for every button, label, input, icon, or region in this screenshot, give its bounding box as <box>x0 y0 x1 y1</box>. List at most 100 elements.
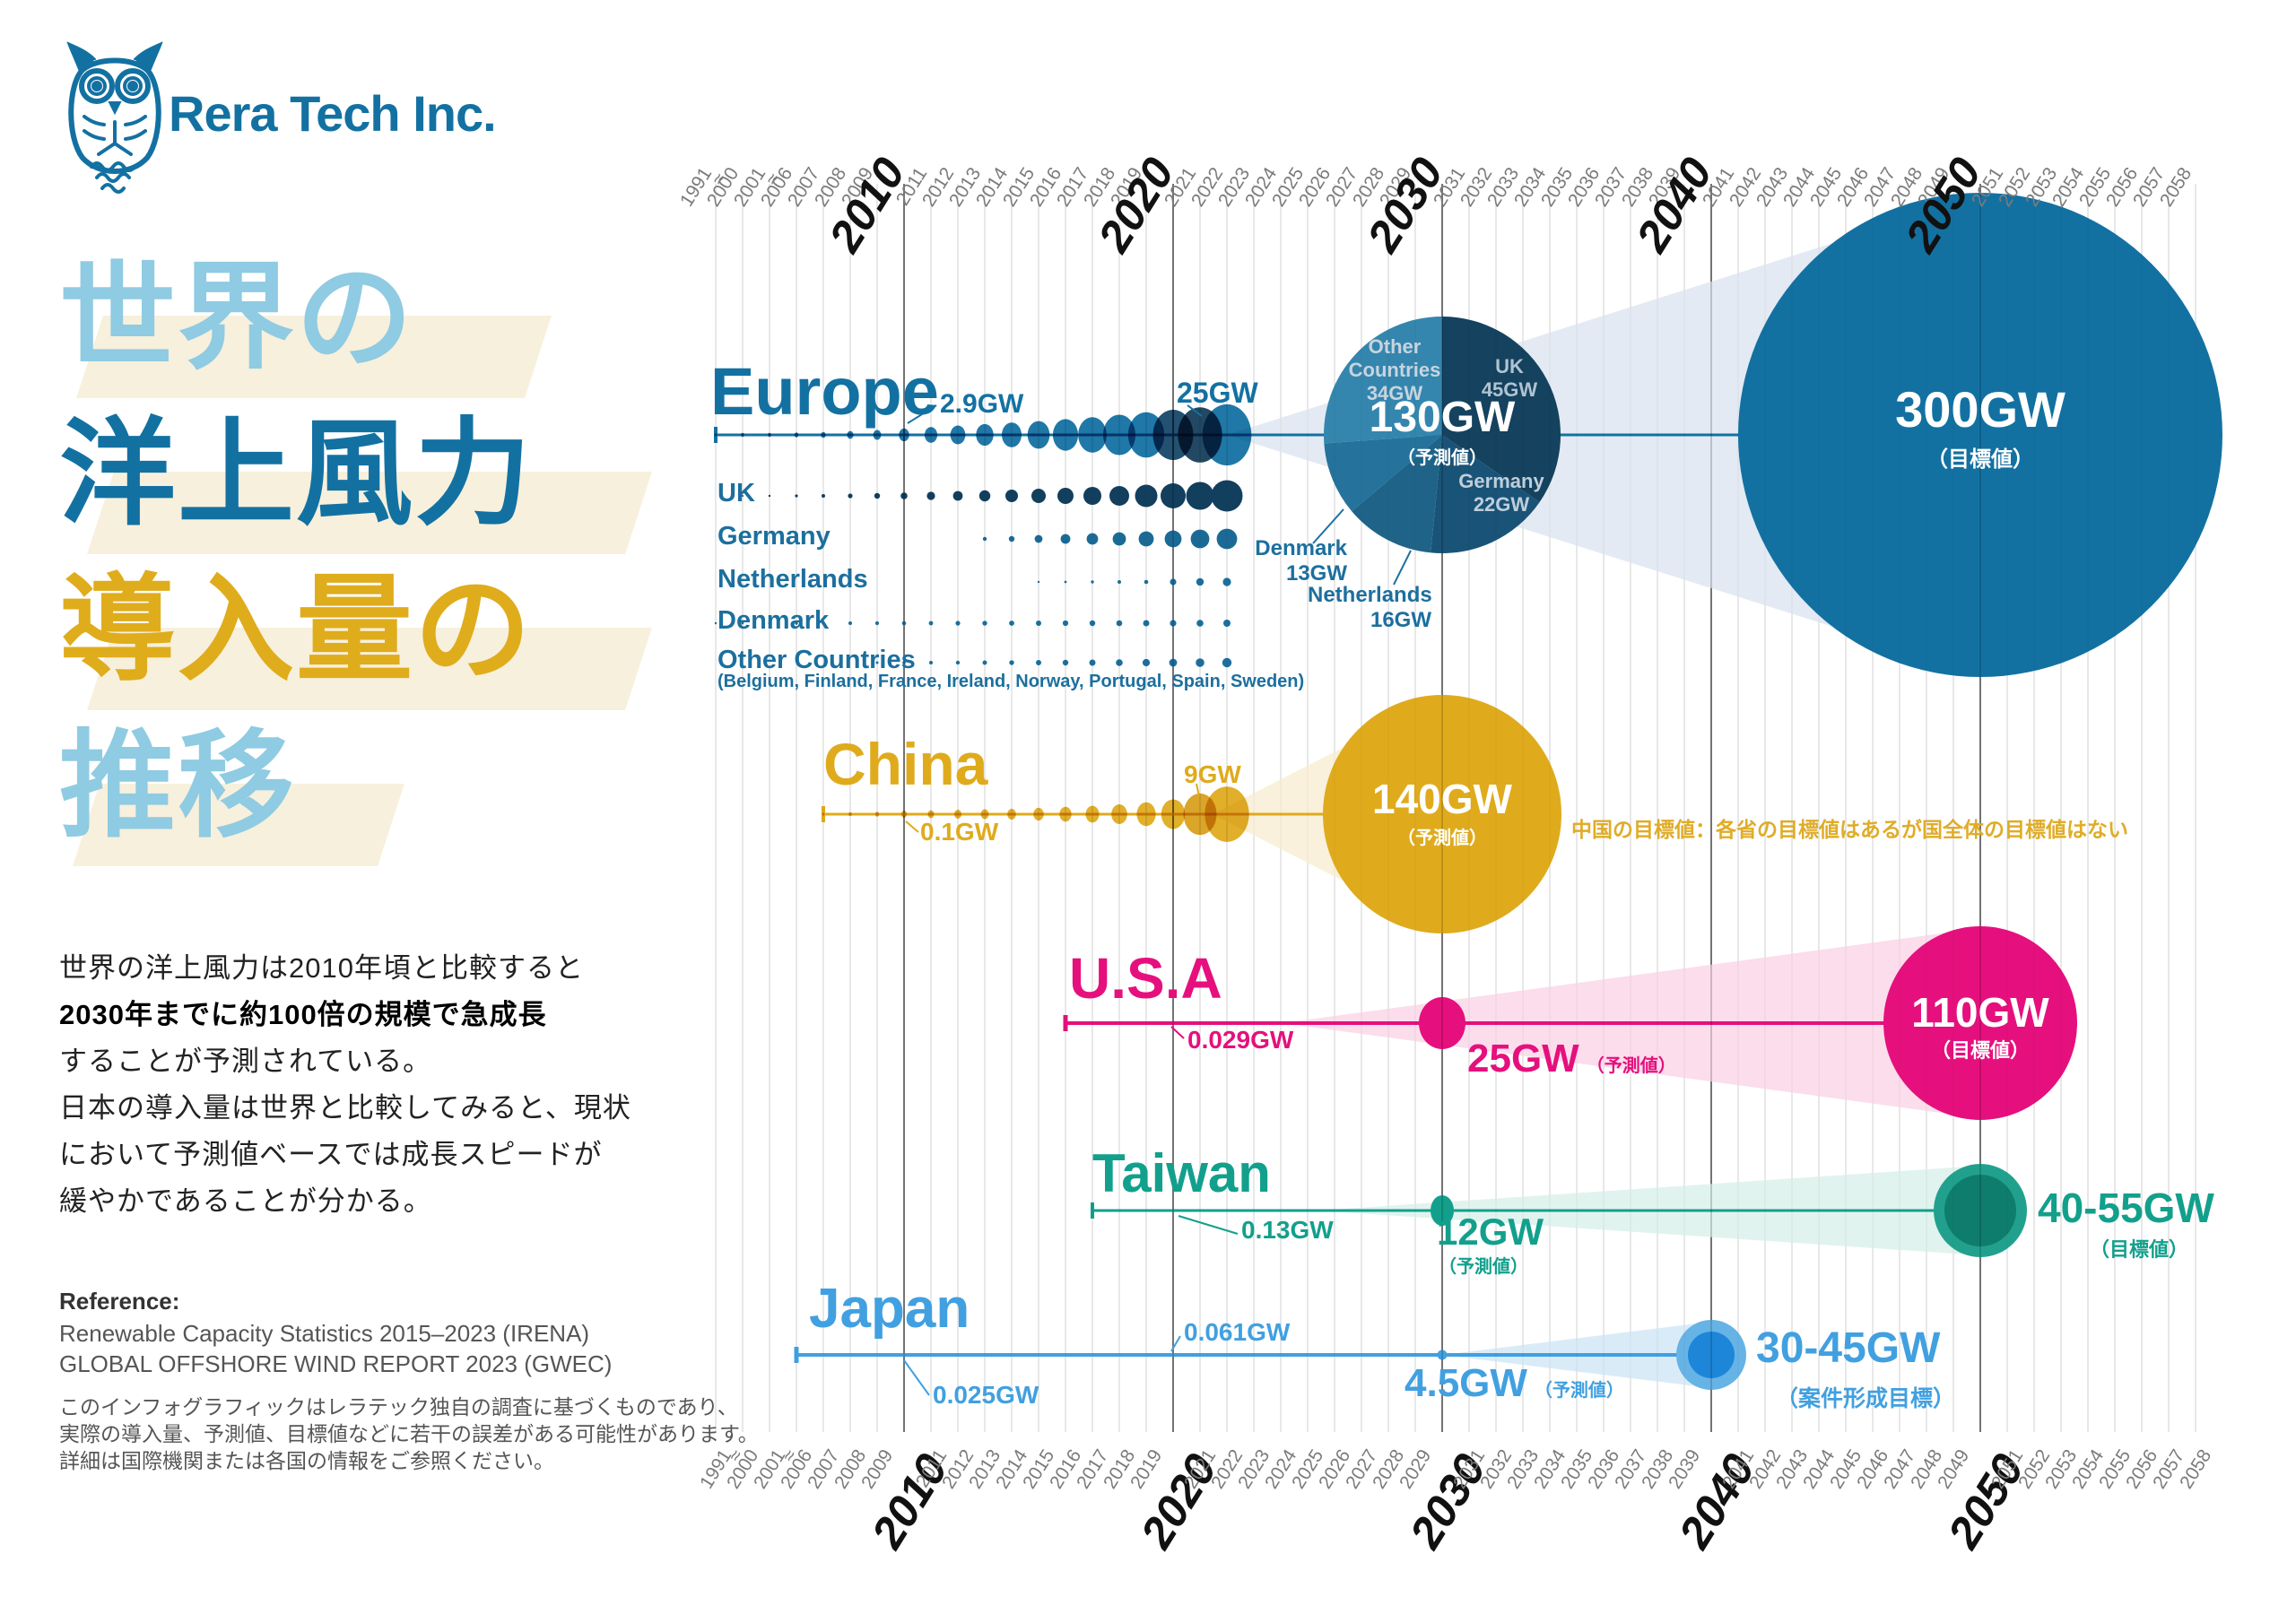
dot-denmark-2001 <box>768 621 771 625</box>
big-circles <box>1323 193 2222 1390</box>
china-2030-forecast-qualifier: （予測値） <box>1397 829 1487 848</box>
dot-germany-2015 <box>1034 534 1043 543</box>
intro-line-6: 緩やかであることが分かる。 <box>59 1185 432 1217</box>
japan-2030-forecast-qualifier: （予測値） <box>1534 1381 1624 1401</box>
dot-denmark-1991 <box>714 621 718 625</box>
europe-bubble-1991 <box>714 433 718 437</box>
dot-other-countries-2010 <box>902 661 906 664</box>
japan-2030-forecast-value: 4.5GW <box>1405 1361 1527 1405</box>
china-2030-forecast-value: 140GW <box>1372 776 1512 822</box>
dot-germany-2014 <box>1008 535 1015 542</box>
pie-label-netherlands: Netherlands 16GW <box>1308 583 1432 632</box>
dot-denmark-2009 <box>874 621 880 626</box>
dot-other-countries-2012 <box>955 660 961 665</box>
dot-uk-2012 <box>952 490 963 501</box>
dot-uk-2022 <box>1211 480 1243 512</box>
dot-germany-2016 <box>1060 534 1071 544</box>
usa-2050-target-value: 110GW <box>1911 989 2049 1036</box>
disclaimer-line-2: 実際の導入量、予測値、目標値などに若干の誤差がある可能性があります。 <box>59 1422 759 1445</box>
dot-denmark-2021 <box>1196 620 1204 627</box>
series-heading-taiwan: Taiwan <box>1092 1143 1271 1203</box>
dot-other-countries-2009 <box>875 661 879 664</box>
taiwan-2030-forecast-bubble <box>1431 1195 1454 1226</box>
dot-netherlands-2016 <box>1064 580 1067 584</box>
europe-bubble-2012 <box>950 425 966 445</box>
subrow-label-uk: UK <box>718 479 755 508</box>
dot-other-countries-2018 <box>1116 659 1123 666</box>
china-bubble-2016 <box>1059 806 1072 822</box>
taiwan-2050-target-qualifier: （目標値） <box>2090 1238 2189 1261</box>
usa-2050-target-circle <box>1883 926 2077 1120</box>
dot-denmark-2000 <box>741 621 744 625</box>
dot-germany-2017 <box>1086 533 1099 545</box>
usa-2030-forecast-qualifier: （予測値） <box>1586 1056 1676 1076</box>
intro-line-2: 2030年までに約100倍の規模で急成長 <box>59 999 547 1030</box>
dot-uk-2000 <box>742 495 744 497</box>
china-bubble-2014 <box>1007 808 1016 820</box>
china-2030-forecast-circle <box>1323 695 1561 933</box>
dot-netherlands-2021 <box>1196 577 1205 586</box>
gridlines-overlay <box>715 184 2196 1432</box>
pie-denmark-leader <box>1312 508 1344 544</box>
dot-uk-2011 <box>926 491 935 500</box>
europe-bubble-2014 <box>1002 422 1022 447</box>
reference-heading: Reference: <box>59 1288 180 1315</box>
pie-label-uk: UK 45GW <box>1481 355 1538 401</box>
europe-2050-target-circle <box>1738 193 2222 677</box>
dot-netherlands-2019 <box>1144 579 1149 585</box>
china-bubble-2011 <box>927 810 935 819</box>
owl-logo-icon <box>66 41 163 194</box>
series-heading-japan: Japan <box>809 1278 970 1340</box>
dot-other-countries-2015 <box>1036 660 1041 665</box>
dot-denmark-2008 <box>848 621 852 625</box>
taiwan-2050-target-inner-circle <box>1944 1175 2016 1246</box>
disclaimer-line-1: このインフォグラフィックはレラテック独自の調査に基づくものであり、 <box>59 1395 738 1419</box>
china-bubble-2008 <box>848 812 852 817</box>
subrow-label-other-countries: Other Countries <box>718 646 916 674</box>
china-bubble-2017 <box>1085 805 1100 823</box>
subrow-label-denmark: Denmark <box>718 606 830 635</box>
europe-2050-target-value: 300GW <box>1895 381 2066 438</box>
dot-denmark-2017 <box>1089 620 1096 627</box>
intro-line-1: 世界の洋上風力は2010年頃と比較すると <box>59 952 584 984</box>
europe-bubble-2008 <box>847 430 854 439</box>
europe-bubble-2010 <box>899 428 909 442</box>
europe-2030-forecast-qualifier: （予測値） <box>1397 448 1487 468</box>
china-2021-value-label: 9GW <box>1184 760 1241 788</box>
dot-denmark-2010 <box>901 621 907 626</box>
disclaimer-line-3: 詳細は国際機関または各国の情報をご参照ください。 <box>59 1449 554 1472</box>
dot-netherlands-2015 <box>1037 580 1040 584</box>
dot-denmark-2012 <box>955 621 961 626</box>
intro-line-3: することが予測されている。 <box>59 1046 432 1077</box>
series-heading-china: China <box>823 731 988 797</box>
pie-slice-other-countries <box>1324 317 1442 444</box>
china-bubble-2018 <box>1111 804 1127 824</box>
europe-2050-target-qualifier: （目標値） <box>1926 447 2034 472</box>
intro-line-5: において予測値ベースでは成長スピードが <box>59 1139 603 1170</box>
usa-2030-forecast-bubble <box>1419 997 1465 1049</box>
japan-0025gw-leader <box>903 1359 930 1396</box>
japan-2010-value-label: 0.025GW <box>933 1381 1039 1409</box>
china-bubble-2019 <box>1136 802 1156 827</box>
dot-other-countries-2011 <box>929 661 933 664</box>
dot-denmark-2011 <box>928 621 934 626</box>
other-countries-note: (Belgium, Finland, France, Ireland, Norw… <box>718 672 1305 691</box>
dot-denmark-2018 <box>1116 620 1123 627</box>
china-bubble-2022 <box>1205 786 1249 842</box>
page-title-line-4: 推移 <box>59 720 297 851</box>
dot-uk-2008 <box>848 493 853 499</box>
dot-other-countries-2013 <box>982 660 987 665</box>
dot-netherlands-2022 <box>1222 577 1231 586</box>
dot-netherlands-2017 <box>1091 580 1094 584</box>
dot-denmark-2014 <box>1009 621 1014 626</box>
pie-slice-denmark <box>1324 435 1442 512</box>
taiwan-013gw-leader <box>1178 1215 1239 1235</box>
japan-0061gw-leader <box>1170 1335 1181 1352</box>
china-01gw-leader <box>905 820 919 833</box>
china-bubble-2020 <box>1161 799 1186 829</box>
dot-uk-2001 <box>768 494 771 498</box>
pie-label-denmark: Denmark 13GW <box>1255 536 1347 586</box>
dot-denmark-2013 <box>982 621 987 626</box>
japan-2030-forecast-dot <box>1437 1350 1448 1360</box>
